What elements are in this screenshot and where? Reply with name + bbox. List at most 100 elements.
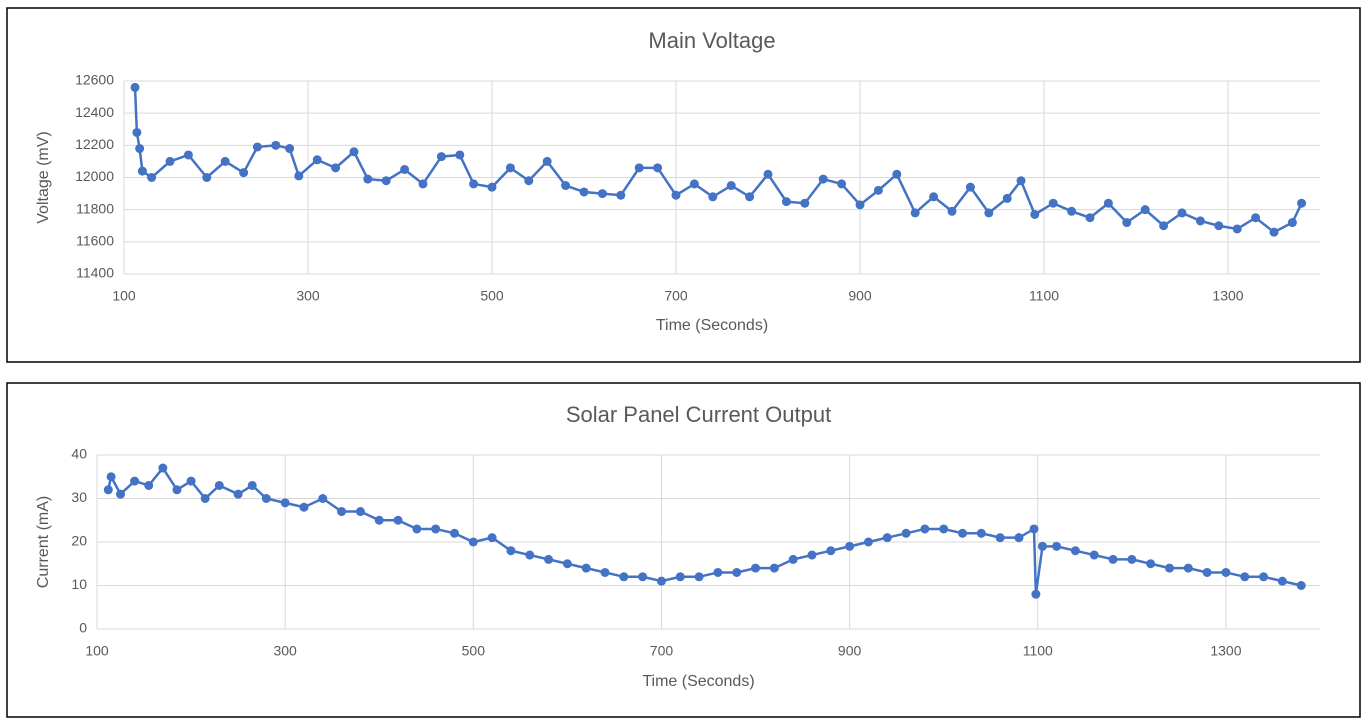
data-point — [1177, 208, 1187, 218]
data-point — [995, 533, 1005, 543]
data-point — [412, 524, 422, 534]
x-tick-label: 500 — [462, 643, 486, 659]
data-point — [506, 546, 516, 556]
y-axis-title: Current (mA) — [35, 496, 52, 588]
data-point — [745, 192, 755, 202]
data-point — [1070, 546, 1080, 556]
data-point — [294, 171, 304, 181]
data-point — [1146, 559, 1156, 569]
chart-title: Solar Panel Current Output — [566, 402, 831, 427]
data-point — [147, 173, 157, 182]
data-point — [355, 507, 365, 517]
data-point — [675, 572, 685, 582]
x-tick-label: 100 — [112, 288, 136, 304]
data-point — [1164, 563, 1174, 573]
x-tick-label: 900 — [838, 643, 862, 659]
data-point — [579, 187, 589, 197]
data-point — [929, 192, 939, 202]
data-point — [561, 181, 571, 191]
data-point — [363, 174, 373, 184]
data-point — [1259, 572, 1269, 582]
data-point — [252, 142, 262, 152]
data-point — [873, 185, 883, 195]
data-point — [788, 554, 798, 564]
data-point — [449, 528, 459, 538]
data-point — [1067, 206, 1077, 216]
data-point — [976, 528, 986, 538]
data-point — [800, 198, 810, 208]
data-point — [901, 528, 911, 538]
x-tick-label: 1300 — [1210, 643, 1241, 659]
data-point — [436, 152, 446, 162]
data-point — [144, 480, 154, 490]
data-point — [689, 179, 699, 189]
data-point — [487, 182, 497, 192]
y-axis-title: Voltage (mV) — [35, 131, 52, 223]
data-point — [1251, 213, 1261, 223]
data-point — [299, 502, 309, 512]
data-point — [202, 173, 212, 182]
data-point — [1029, 524, 1039, 534]
data-point — [130, 82, 140, 92]
data-point — [1002, 193, 1012, 203]
x-tick-label: 1100 — [1023, 643, 1053, 659]
data-point — [708, 192, 718, 202]
x-tick-label: 300 — [296, 288, 320, 304]
data-point — [1048, 198, 1058, 208]
data-point — [769, 563, 779, 573]
data-point — [318, 494, 328, 503]
data-point — [638, 572, 648, 582]
data-point — [418, 179, 428, 189]
data-point — [233, 489, 243, 499]
chart-title: Main Voltage — [648, 28, 775, 53]
x-tick-label: 900 — [848, 288, 872, 304]
data-point — [1269, 227, 1279, 237]
y-tick-label: 12400 — [75, 104, 114, 120]
data-point — [271, 140, 281, 150]
data-point — [732, 567, 742, 577]
data-point — [1122, 218, 1132, 228]
data-point — [487, 533, 497, 543]
data-point — [469, 179, 479, 189]
y-tick-label: 11400 — [76, 265, 114, 281]
data-point — [781, 197, 791, 207]
data-point — [984, 208, 994, 218]
data-point — [1297, 198, 1307, 208]
data-point — [381, 176, 391, 186]
data-point — [845, 541, 855, 551]
data-point — [505, 163, 515, 173]
data-point — [562, 559, 572, 569]
data-point — [431, 524, 441, 534]
data-point — [1103, 198, 1113, 208]
data-point — [763, 169, 773, 179]
data-point — [393, 515, 403, 525]
data-point — [1037, 541, 1047, 551]
data-point — [524, 176, 534, 186]
x-tick-label: 1100 — [1029, 288, 1059, 304]
data-point — [468, 537, 478, 547]
data-point — [349, 147, 359, 157]
data-point — [882, 533, 892, 543]
data-point — [337, 507, 347, 517]
data-point — [1089, 550, 1099, 560]
data-point — [331, 163, 341, 173]
data-point — [837, 179, 847, 189]
x-tick-label: 500 — [480, 288, 504, 304]
data-point — [597, 189, 607, 199]
data-point — [751, 563, 761, 573]
data-point — [863, 537, 873, 547]
data-point — [855, 200, 865, 210]
data-point — [183, 150, 193, 160]
data-point — [172, 485, 182, 495]
y-tick-label: 11800 — [76, 200, 114, 216]
data-point — [158, 463, 168, 473]
data-point — [958, 528, 968, 538]
data-point — [1016, 176, 1026, 186]
data-point — [374, 515, 384, 525]
data-point — [694, 572, 704, 582]
data-point — [653, 163, 663, 173]
data-point — [939, 524, 949, 534]
data-point — [1183, 563, 1193, 573]
data-point — [1214, 221, 1224, 231]
